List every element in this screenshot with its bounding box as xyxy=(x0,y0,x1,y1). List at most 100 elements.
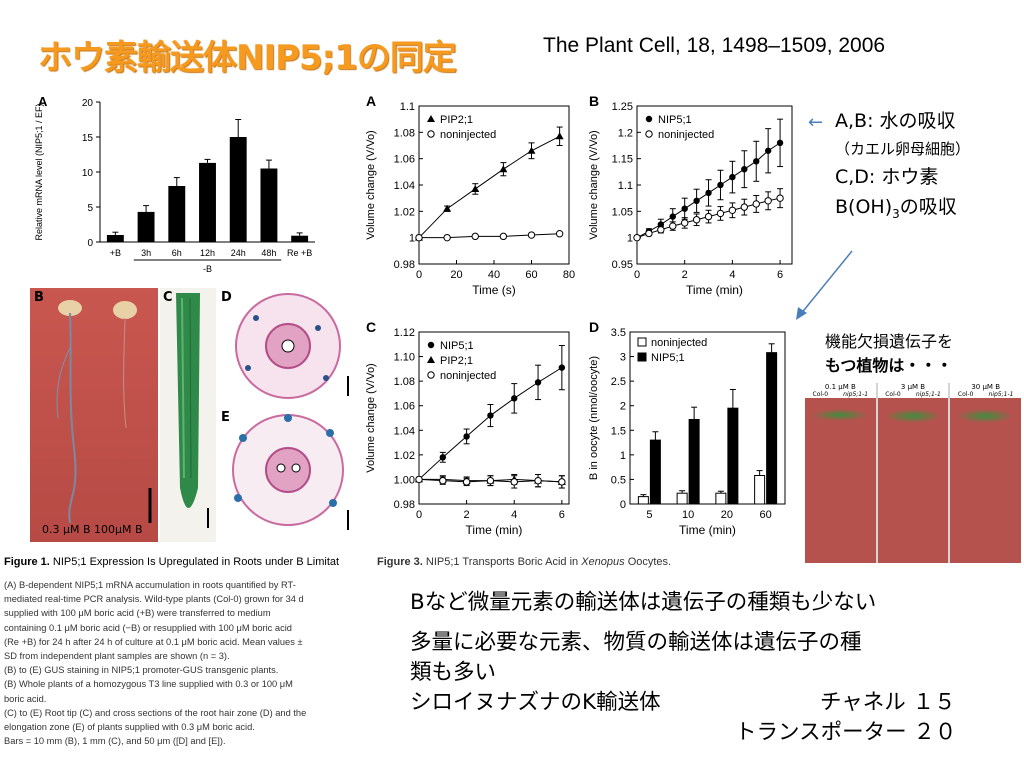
series-line xyxy=(419,233,560,239)
y-tick-label: 1.06 xyxy=(394,154,415,166)
photo-label-d: D xyxy=(221,290,232,305)
x-tick-label: 2 xyxy=(464,509,470,521)
fig1-caption-line: (Re +B) for 24 h after 24 h of culture a… xyxy=(4,636,303,647)
photo-b-caption: 0.3 μM B 100μM B xyxy=(42,523,143,536)
data-point-open xyxy=(510,478,518,486)
y-tick-label: 1.08 xyxy=(394,376,415,388)
fig1-caption-line: (C) to (E) Root tip (C) and cross sectio… xyxy=(4,707,307,718)
fig1-caption-line: (B) to (E) GUS staining in NIP5;1 promot… xyxy=(4,665,279,676)
data-point-open xyxy=(728,206,737,214)
data-point-open xyxy=(439,476,447,485)
data-point-open xyxy=(657,226,665,234)
side-note-line2: （カエル卵母細胞） xyxy=(835,140,971,158)
plate-1-header: 0.1 μM B xyxy=(805,383,876,391)
y-tick-label: 15 xyxy=(82,133,94,144)
x-tick-label: 3h xyxy=(141,248,151,258)
legend-marker xyxy=(637,337,647,347)
data-point-open xyxy=(527,231,536,239)
y-tick-label: 0.98 xyxy=(394,259,415,271)
data-point-open xyxy=(645,229,653,238)
data-point-open xyxy=(555,230,564,238)
data-point-filled xyxy=(681,205,688,212)
x-tick-label: 4 xyxy=(511,509,517,521)
bar xyxy=(168,186,186,242)
fig1-caption-title: Figure 1. NIP5;1 Expression Is Upregulat… xyxy=(4,556,340,568)
cross-section-d-illustration xyxy=(235,293,349,399)
fig1-caption-line: elongation zone (E) of plants supplied w… xyxy=(4,722,255,733)
data-point-filled xyxy=(776,139,784,147)
seedling-illustration xyxy=(56,300,152,524)
data-point-triangle xyxy=(471,184,480,192)
x-tick-label: Re +B xyxy=(287,248,312,258)
data-point-filled xyxy=(558,364,566,371)
legend-label: NIP5;1 xyxy=(658,114,692,126)
legend-marker xyxy=(637,352,647,362)
data-point-open xyxy=(716,209,725,218)
plate-2-sub: Col-0 nip5;1-1 xyxy=(877,391,949,398)
y-tick-label: 1.15 xyxy=(612,154,633,166)
x-tick-label: +B xyxy=(110,248,121,258)
x-tick-label: 12h xyxy=(200,248,215,258)
data-point-filled xyxy=(717,181,724,189)
panel-letter: C xyxy=(366,319,376,335)
fig1-photo-e: E xyxy=(218,408,358,542)
x-tick-label: 6 xyxy=(559,509,565,521)
y-tick-label: 0 xyxy=(87,238,93,249)
x-axis-label: Time (min) xyxy=(466,523,523,537)
data-point-filled xyxy=(669,213,676,220)
side-note-line4: B(OH)3の吸収 xyxy=(835,196,957,221)
fig1-caption-line: (A) B-dependent NIP5;1 mRNA accumulation… xyxy=(4,580,296,590)
y-tick-label: 1.05 xyxy=(612,206,633,218)
group-label: -B xyxy=(203,264,212,274)
y-tick-label: 0 xyxy=(620,499,626,511)
y-tick-label: 0.95 xyxy=(612,259,633,271)
data-point-open xyxy=(764,197,772,205)
cross-section-e-illustration xyxy=(232,414,349,530)
y-axis-label: Volume change (V/Vo) xyxy=(365,363,377,472)
mutant-note-line1: 機能欠損遺伝子を xyxy=(825,332,954,351)
fig1-photo-b: B 0.3 μM B 100μM B xyxy=(30,288,158,542)
y-axis-label: Volume change (V/Vo) xyxy=(588,130,600,239)
data-point-filled xyxy=(463,433,470,440)
y-tick-label: 1.02 xyxy=(394,450,415,462)
legend-label: PIP2;1 xyxy=(440,355,473,367)
plate-3: 30 μM B Col-0 nip5;1-1 xyxy=(950,383,1021,563)
side-note-line3: C,D: ホウ素 xyxy=(835,166,939,188)
data-point-filled xyxy=(705,189,712,197)
y-tick-label: 1.10 xyxy=(394,352,415,364)
data-point-open xyxy=(704,212,713,221)
bar xyxy=(676,492,688,505)
y-tick-label: 3.5 xyxy=(611,327,626,339)
data-point-open xyxy=(633,233,641,242)
bar xyxy=(229,137,247,242)
y-tick-label: 5 xyxy=(87,203,93,214)
bar xyxy=(637,496,649,505)
bar xyxy=(260,168,278,242)
x-tick-label: 60 xyxy=(525,269,537,281)
x-tick-label: 48h xyxy=(261,248,276,258)
y-tick-label: 0.5 xyxy=(611,474,626,486)
data-point-open xyxy=(415,233,423,242)
bar xyxy=(727,407,739,505)
y-tick-label: 2 xyxy=(620,401,626,413)
legend-marker xyxy=(645,115,653,123)
x-tick-label: 6h xyxy=(172,248,182,258)
x-tick-label: 4 xyxy=(729,269,735,281)
root-tip-illustration xyxy=(176,293,209,528)
fig1-photo-c: C xyxy=(160,288,216,542)
mutant-note: 機能欠損遺伝子を もつ植物は・・・ xyxy=(825,330,953,378)
series-line xyxy=(418,135,560,239)
data-point-filled xyxy=(741,166,748,173)
plot-frame xyxy=(629,331,786,505)
side-note-line1: A,B: 水の吸収 xyxy=(835,110,956,132)
data-point-open xyxy=(534,476,542,485)
fig3-panel-c-chart: C 0 2 4 6 0.98 1.00 1.02 1.04 1.06 1.08 1.10 1.12 Tim… xyxy=(365,319,570,537)
plate-2: 3 μM B Col-0 nip5;1-1 xyxy=(877,383,951,563)
y-tick-label: 1.12 xyxy=(394,327,415,339)
bar xyxy=(766,352,778,505)
panel-letter: D xyxy=(589,319,599,335)
y-axis-label: Relative mRNA level (NIP5;1 / EF) xyxy=(34,103,44,240)
photo-label-c: C xyxy=(163,290,173,305)
fig3-caption: Figure 3. NIP5;1 Transports Boric Acid i… xyxy=(377,556,672,568)
x-tick-label: 0 xyxy=(634,269,640,281)
